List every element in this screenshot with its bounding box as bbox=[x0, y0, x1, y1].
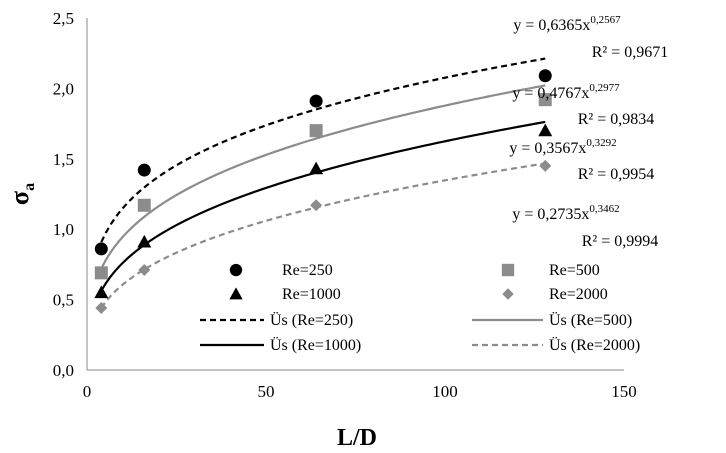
legend-marker-2 bbox=[501, 263, 515, 277]
legend-label-4: Re=2000 bbox=[549, 286, 608, 303]
y-tick-label: 1,5 bbox=[53, 150, 74, 169]
y-tick-label: 2,5 bbox=[53, 9, 74, 28]
legend-marker-4 bbox=[502, 288, 514, 300]
data-point-s3-2 bbox=[137, 234, 152, 248]
equation-base: y = 0,2735x bbox=[512, 206, 589, 223]
equation-exponent: 0,3292 bbox=[586, 137, 616, 149]
x-tick-label: 150 bbox=[611, 382, 637, 401]
data-point-s2-4 bbox=[538, 93, 552, 107]
data-point-s4-3 bbox=[310, 199, 323, 212]
y-tick-label: 0,0 bbox=[53, 361, 74, 380]
data-point-s2-2 bbox=[137, 198, 151, 212]
legend-label-3: Re=1000 bbox=[282, 286, 341, 303]
data-point-s1-4 bbox=[538, 69, 552, 83]
legend-marker-1 bbox=[229, 263, 243, 277]
equation-1: y = 0,6365x0,2567 bbox=[513, 14, 621, 34]
data-point-s4-1 bbox=[95, 302, 108, 315]
fit-curves bbox=[100, 57, 546, 309]
fit-curve-1 bbox=[100, 57, 546, 243]
fit-curve-3 bbox=[100, 120, 546, 292]
equation-base: y = 0,6365x bbox=[513, 17, 590, 34]
legend-label-2: Re=500 bbox=[549, 262, 600, 279]
r-squared-3: R² = 0,9954 bbox=[578, 166, 655, 183]
data-point-s1-1 bbox=[94, 242, 108, 256]
equation-base: y = 0,3567x bbox=[509, 140, 586, 157]
data-point-s1-2 bbox=[137, 163, 151, 177]
data-point-s2-1 bbox=[94, 266, 108, 280]
legend: Re=250 Re=500 Re=1000 Re=2000 Üs (Re=250) Üs … bbox=[200, 262, 640, 354]
equation-base: y = 0,4767x bbox=[512, 85, 589, 102]
data-point-s2-3 bbox=[309, 124, 323, 138]
x-tick-label: 0 bbox=[83, 382, 92, 401]
data-points bbox=[94, 69, 553, 315]
equation-2: y = 0,4767x0,2977 bbox=[512, 82, 620, 102]
x-tick-label: 50 bbox=[258, 382, 275, 401]
legend-marker-3 bbox=[229, 287, 243, 300]
data-point-s3-1 bbox=[94, 285, 109, 299]
equation-exponent: 0,2567 bbox=[590, 14, 621, 26]
y-tick-labels: 0,0 0,5 1,0 1,5 2,0 2,5 bbox=[53, 9, 74, 380]
legend-fit-label-1: Üs (Re=250) bbox=[270, 311, 353, 329]
equation-4: y = 0,2735x0,3462 bbox=[512, 203, 619, 223]
data-point-s3-4 bbox=[538, 123, 553, 137]
y-axis-title: σa bbox=[5, 183, 38, 205]
equation-3: y = 0,3567x0,3292 bbox=[509, 137, 616, 157]
fit-curve-4 bbox=[100, 162, 546, 309]
axes bbox=[86, 18, 624, 371]
data-point-s4-4 bbox=[539, 159, 552, 172]
y-tick-label: 2,0 bbox=[53, 79, 74, 98]
legend-label-1: Re=250 bbox=[282, 262, 333, 279]
r-squared-2: R² = 0,9834 bbox=[578, 111, 655, 128]
r-squared-1: R² = 0,9671 bbox=[592, 44, 669, 61]
r-squared-4: R² = 0,9994 bbox=[582, 233, 659, 250]
y-tick-label: 0,5 bbox=[53, 291, 74, 310]
equation-exponent: 0,2977 bbox=[589, 82, 620, 94]
y-axis-title-sub: a bbox=[21, 183, 38, 191]
legend-fit-label-2: Üs (Re=500) bbox=[549, 311, 632, 329]
y-tick-label: 1,0 bbox=[53, 220, 74, 239]
data-point-s4-2 bbox=[138, 264, 151, 277]
fit-curve-2 bbox=[100, 84, 546, 270]
equation-exponent: 0,3462 bbox=[589, 203, 619, 215]
data-point-s3-3 bbox=[309, 161, 324, 175]
x-tick-labels: 0 50 100 150 bbox=[83, 382, 637, 401]
data-point-s1-3 bbox=[309, 94, 323, 108]
x-tick-label: 100 bbox=[432, 382, 458, 401]
legend-fit-label-4: Üs (Re=2000) bbox=[549, 336, 640, 354]
y-axis-title-main: σ bbox=[5, 191, 34, 205]
legend-fit-label-3: Üs (Re=1000) bbox=[270, 336, 361, 354]
x-axis-title: L/D bbox=[337, 425, 377, 451]
